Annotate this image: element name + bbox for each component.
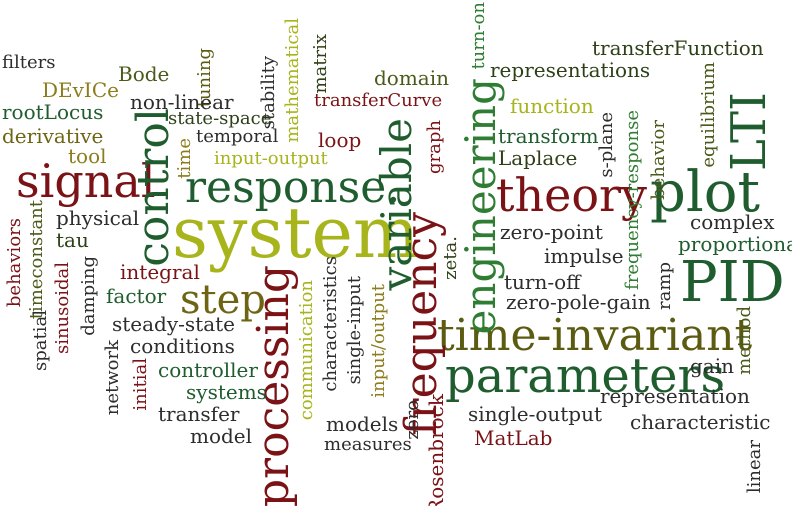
- word-linear: linear: [744, 440, 765, 494]
- word-input-output: input-output: [214, 148, 328, 169]
- word-s-plane: s-plane: [596, 112, 617, 178]
- word-zero-pole-gain: zero-pole-gain: [506, 290, 651, 314]
- word-step: step: [180, 277, 266, 323]
- word-steady-state: steady-state: [112, 312, 236, 336]
- word-zero: zero: [402, 400, 423, 440]
- word-non-linear: non-linear: [130, 90, 234, 114]
- word-behaviors: behaviors: [4, 218, 25, 308]
- word-matlab: MatLab: [474, 426, 553, 450]
- word-mathematical: mathematical: [282, 18, 303, 143]
- word-communication: communication: [296, 280, 317, 421]
- word-theory: theory: [496, 168, 648, 222]
- word-behavior: behavior: [648, 120, 669, 200]
- word-system: system: [172, 192, 420, 274]
- word-parameters: parameters: [445, 348, 726, 404]
- word-complex: complex: [690, 210, 775, 234]
- word-damping: damping: [78, 256, 99, 336]
- word-method: method: [734, 306, 755, 375]
- word-domain: domain: [374, 66, 450, 90]
- word-gain: gain: [690, 354, 735, 378]
- word-ramp: ramp: [654, 262, 675, 310]
- word-lti: LTI: [721, 92, 777, 171]
- word-response: response.: [185, 162, 401, 213]
- word-state-space: state-space: [168, 108, 272, 129]
- word-zero-point: zero-point: [500, 220, 603, 244]
- word-models: models: [326, 412, 399, 436]
- word-characteristics: characteristics: [320, 256, 341, 392]
- word-timeconstant: timeconstant: [26, 200, 47, 320]
- word-network: network: [102, 340, 123, 416]
- word-sinusoidal: sinusoidal: [52, 262, 73, 355]
- word-loop: loop: [318, 128, 362, 152]
- word-transfercurve: transferCurve: [314, 90, 443, 111]
- word-integral: integral: [120, 260, 200, 284]
- word-rootlocus: rootLocus: [2, 100, 104, 124]
- word-physical: physical: [56, 206, 140, 230]
- word-engineering: engineering: [456, 78, 505, 335]
- word-time: time: [174, 138, 195, 179]
- word-proportional: proportional: [678, 232, 792, 256]
- word-transferfunction: transferFunction: [592, 36, 764, 60]
- word-single-output: single-output: [468, 402, 603, 426]
- word-temporal: temporal: [196, 126, 279, 147]
- word-filters: filters: [2, 52, 56, 73]
- word-input-slash-output: input/output: [368, 284, 389, 398]
- word-rosenbrock: Rosenbrock: [424, 394, 448, 506]
- word-signal: signal: [16, 154, 156, 208]
- word-impulse: impulse: [544, 244, 624, 268]
- word-spatial: spatial: [30, 310, 51, 371]
- word-bode: Bode: [118, 62, 170, 86]
- word-representation: representation: [600, 384, 750, 408]
- word-systems: systems: [186, 380, 267, 404]
- word-conditions: conditions: [130, 334, 235, 358]
- word-controller: controller: [158, 358, 258, 382]
- word-control: control: [128, 108, 179, 267]
- word-model: model: [190, 424, 253, 448]
- word-device: DEvICe: [42, 78, 119, 102]
- word-tool: tool: [68, 144, 107, 168]
- word-factor: factor: [106, 284, 167, 308]
- word-zeta: zeta.: [440, 236, 461, 280]
- word-turn-off: turn-off: [504, 270, 581, 294]
- word-pid: PID: [680, 250, 785, 315]
- word-measures: measures: [324, 434, 412, 455]
- word-single-input: single-input: [344, 276, 365, 385]
- word-initial: initial: [130, 358, 151, 411]
- word-tau: tau: [56, 228, 89, 252]
- word-characteristic: characteristic: [630, 410, 771, 434]
- word-laplace: Laplace: [498, 146, 578, 170]
- word-plot: plot: [650, 160, 760, 225]
- word-function: function: [510, 94, 594, 118]
- word-graph: graph: [424, 120, 445, 174]
- word-turn-on: turn-on: [468, 2, 489, 70]
- word-time-invariant: time-invariant: [437, 310, 753, 361]
- word-matrix: matrix: [310, 34, 331, 94]
- word-derivative: derivative: [2, 124, 104, 148]
- word-transfer: transfer: [158, 402, 240, 426]
- word-equilibrium: equilibrium: [698, 62, 719, 168]
- word-representations: representations: [490, 58, 651, 82]
- word-frequency-response: frequency-response: [622, 110, 643, 290]
- word-transform: transform: [498, 124, 599, 148]
